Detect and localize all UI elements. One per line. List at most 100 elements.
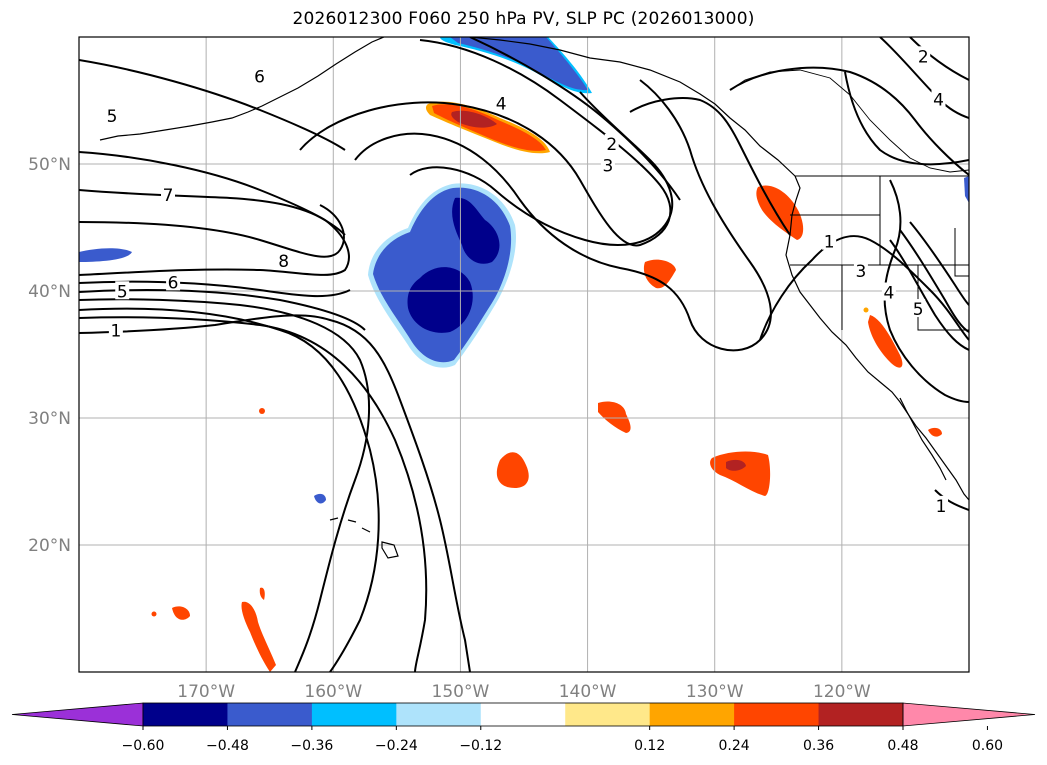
pv-positive-region-mid-1 (643, 259, 676, 289)
slp-contour-east-top-2 (909, 37, 969, 81)
contour-label-8: 5 (117, 282, 128, 302)
slp-contour-7 (79, 189, 350, 276)
colorbar-segment-3 (396, 703, 482, 726)
contour-label-7: 6 (168, 273, 179, 293)
colorbar-label-0: −0.60 (122, 738, 165, 754)
colorbar-label-6: 0.24 (719, 738, 750, 754)
map-gridlines (79, 37, 969, 672)
pv-positive-dot-2 (151, 611, 157, 617)
map-title: 2026012300 F060 250 hPa PV, SLP PC (2026… (292, 9, 755, 29)
colorbar-frame (142, 702, 904, 727)
slp-contour-2-mid (469, 37, 681, 201)
slp-contour-6-nw (79, 59, 346, 151)
pv-positive-region-sw-1 (172, 606, 190, 620)
slp-contour-1 (79, 314, 471, 672)
contour-label-bg-6 (276, 250, 291, 269)
contour-label-bg-1 (105, 106, 120, 125)
colorbar-label-3: −0.24 (375, 738, 418, 754)
slp-contour-east-4 (899, 229, 969, 333)
contour-label-6: 8 (278, 252, 289, 272)
contour-label-bg-3 (604, 133, 619, 152)
lon-label-3: 140°W (559, 682, 617, 702)
colorbar: −0.60 −0.48 −0.36 −0.24 −0.12 0.12 0.24 0.36 0.4… (11, 702, 1036, 754)
slp-contour-east-2b (844, 71, 969, 166)
lat-label-2: 30°N (28, 409, 71, 429)
slp-contours (79, 37, 969, 672)
slp-contour-east-3 (889, 239, 969, 351)
contour-label-3: 2 (606, 135, 617, 155)
pv-negative-region-west (79, 248, 132, 262)
slp-contour-4 (79, 298, 371, 672)
colorbar-segment-8 (818, 703, 904, 726)
contour-label-14: 2 (918, 47, 929, 67)
colorbar-extend-high (902, 702, 1036, 727)
contour-label-bg-11 (853, 260, 868, 279)
contour-label-bg-4 (600, 155, 615, 174)
pv-negative-region-central-inner-1 (452, 197, 500, 264)
contour-label-15: 4 (933, 91, 944, 111)
contour-label-bg-5 (161, 184, 175, 203)
lat-label-3: 20°N (28, 536, 71, 556)
contour-label-16: 1 (936, 497, 947, 517)
map-frame (78, 36, 970, 673)
slp-contour-east-2 (729, 66, 969, 176)
contour-label-10: 1 (824, 233, 835, 253)
lon-label-4: 130°W (686, 682, 744, 702)
pv-positive-dot-1 (259, 408, 265, 414)
contour-label-bg-9 (108, 320, 123, 339)
coastline-hawaii (329, 517, 399, 559)
colorbar-label-9: 0.60 (972, 738, 1003, 754)
contour-label-bg-7 (166, 272, 181, 291)
colorbar-extend-low (11, 702, 144, 727)
slp-contour-5-west (79, 289, 366, 331)
colorbar-label-4: −0.12 (459, 738, 502, 754)
contour-label-bg-10 (822, 231, 837, 250)
colorbar-segment-1 (227, 703, 313, 726)
contour-label-bg-15 (931, 89, 946, 108)
pv-positive-region-gulf-inner (451, 110, 497, 128)
pv-positive-region-south-2-core (726, 459, 746, 471)
contour-label-2: 4 (496, 94, 507, 114)
colorbar-label-1: −0.48 (206, 738, 249, 754)
slp-contour-se-1 (934, 489, 969, 511)
slp-contour-inner-loop (299, 39, 672, 247)
coastline-baja (899, 397, 947, 481)
colorbar-segment-5 (565, 703, 651, 726)
colorbar-label-7: 0.36 (803, 738, 834, 754)
slp-contour-4-mid (354, 79, 772, 352)
pv-negative-region-north-core (450, 37, 588, 91)
contour-label-bg-13 (911, 299, 926, 318)
slp-contour-east-5 (909, 221, 969, 306)
colorbar-segment-7 (734, 703, 820, 726)
contour-label-11: 3 (856, 262, 867, 282)
colorbar-label-8: 0.48 (887, 738, 918, 754)
pv-negative-region-east-edge (964, 176, 969, 203)
contour-label-bg-16 (934, 495, 949, 514)
contour-label-bg-12 (881, 282, 896, 301)
slp-contour-east-1 (759, 235, 969, 341)
contour-label-13: 5 (913, 300, 924, 320)
pv-positive-region-south-1 (496, 452, 529, 488)
pv-positive-dot-3 (863, 307, 869, 313)
slp-contour-inner-east (629, 97, 791, 236)
lon-label-2: 150°W (432, 682, 490, 702)
pv-positive-region-south-2 (710, 451, 771, 496)
contour-label-4: 3 (603, 157, 614, 177)
pv-negative-region-central-inner-2 (407, 267, 473, 333)
contour-label-bg-8 (115, 281, 130, 300)
border-states (790, 176, 969, 331)
pv-negative-region-hawaii (314, 493, 326, 504)
lon-label-1: 160°W (304, 682, 362, 702)
contour-label-12: 4 (883, 284, 894, 304)
longitude-labels: 170°W 160°W 150°W 140°W 130°W 120°W (177, 682, 871, 702)
pv-shading (79, 37, 969, 672)
slp-contour-3-mid (409, 91, 674, 246)
slp-contour-right-interior (883, 179, 969, 403)
pv-positive-region-baja (928, 427, 942, 437)
colorbar-segment-0 (143, 703, 228, 726)
lon-label-0: 170°W (177, 682, 235, 702)
contour-label-bg-14 (916, 46, 931, 65)
colorbar-label-2: −0.36 (290, 738, 333, 754)
